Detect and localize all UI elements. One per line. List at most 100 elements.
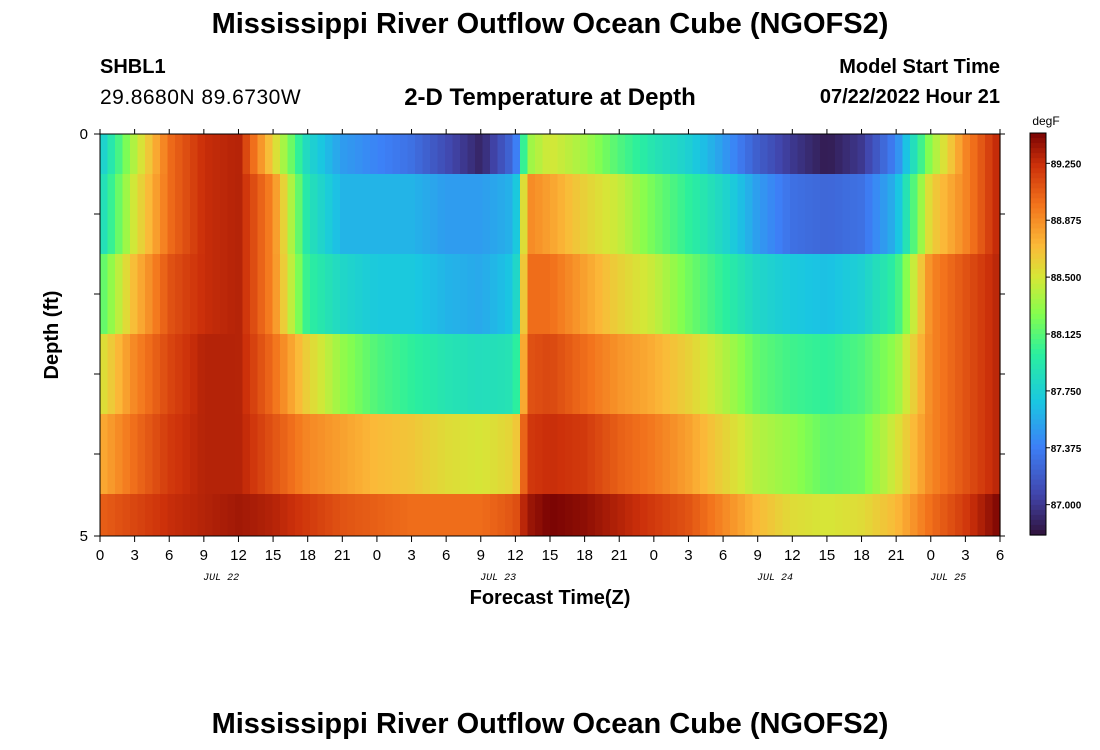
heatmap-cell [685, 414, 694, 494]
colorbar-segment [1030, 198, 1046, 204]
heatmap-cell [467, 134, 476, 174]
heatmap-cell [400, 254, 409, 334]
heatmap-cell [535, 254, 544, 334]
heatmap-cell [482, 254, 491, 334]
colorbar-segment [1030, 344, 1046, 350]
heatmap-cell [895, 334, 904, 414]
heatmap-cell [220, 494, 229, 536]
colorbar-segment [1030, 519, 1046, 526]
heatmap-cell [242, 134, 251, 174]
heatmap-cell [115, 414, 124, 494]
heatmap-cell [857, 494, 866, 536]
heatmap-cell [197, 254, 206, 334]
heatmap-cell [880, 254, 889, 334]
heatmap-cell [520, 414, 529, 494]
heatmap-cell [835, 494, 844, 536]
heatmap-cell [782, 494, 791, 536]
heatmap-cell [145, 134, 154, 174]
heatmap-cell [602, 334, 611, 414]
heatmap-cell [467, 494, 476, 536]
heatmap-cell [542, 134, 551, 174]
heatmap-cell [475, 414, 484, 494]
heatmap-cell [557, 254, 566, 334]
heatmap-cell [527, 494, 536, 536]
x-axis: 0 3 6 9 12 15 18 21 0 3 6 9 12 15 18 21 0 3 6 9 12 15 18 21 0 3 6 J… [96, 129, 1004, 609]
colorbar-segment [1030, 153, 1046, 159]
heatmap-cell [565, 494, 574, 536]
heatmap-cell [572, 174, 581, 254]
heatmap-cell [542, 174, 551, 254]
heatmap-cell [550, 174, 559, 254]
heatmap-cell [490, 334, 499, 414]
heatmap-cell [932, 254, 941, 334]
heatmap-cell [212, 174, 221, 254]
heatmap-cell [827, 254, 836, 334]
heatmap-cell [805, 254, 814, 334]
heatmap-cell [715, 174, 724, 254]
heatmap-cell [130, 174, 139, 254]
colorbar-segment [1030, 479, 1046, 486]
heatmap-cell [497, 134, 506, 174]
heatmap-cell [940, 414, 949, 494]
heatmap-cell [407, 494, 416, 536]
x-tick-label: 18 [853, 547, 870, 564]
heatmap-cell [145, 494, 154, 536]
heatmap-cell [317, 334, 326, 414]
heatmap-cell [175, 134, 184, 174]
x-tick-label: 3 [407, 547, 415, 564]
heatmap-cell [632, 254, 641, 334]
heatmap-cell [595, 334, 604, 414]
heatmap-cell [962, 334, 971, 414]
heatmap-cell [535, 414, 544, 494]
heatmap-cell [557, 174, 566, 254]
colorbar-tick-label: 87.750 [1051, 387, 1082, 398]
heatmap-cell [317, 174, 326, 254]
heatmap-cell [475, 174, 484, 254]
heatmap-cell [925, 494, 934, 536]
x-tick-label: 21 [888, 547, 905, 564]
colorbar-segment [1030, 334, 1046, 340]
heatmap-cell [190, 254, 199, 334]
heatmap-cell [610, 134, 619, 174]
heatmap-cell [730, 494, 739, 536]
heatmap-cell [512, 254, 521, 334]
heatmap-cell [550, 414, 559, 494]
heatmap-cell [347, 334, 356, 414]
heatmap-cell [572, 494, 581, 536]
heatmap-cell [490, 494, 499, 536]
heatmap-cell [632, 174, 641, 254]
heatmap-cell [827, 134, 836, 174]
heatmap-cell [145, 174, 154, 254]
heatmap-cell [835, 134, 844, 174]
heatmap-cell [647, 414, 656, 494]
heatmap-cell [272, 334, 281, 414]
heatmap-cell [107, 414, 116, 494]
heatmap-cell [700, 254, 709, 334]
heatmap-cell [820, 494, 829, 536]
heatmap-cell [415, 174, 424, 254]
heatmap-cell [287, 334, 296, 414]
heatmap-cell [700, 134, 709, 174]
heatmap-cell [992, 414, 1001, 494]
heatmap-cell [340, 494, 349, 536]
heatmap-cell [497, 494, 506, 536]
heatmap-cell [955, 334, 964, 414]
heatmap-cell [385, 174, 394, 254]
heatmap-cell [287, 174, 296, 254]
colorbar-segment [1030, 178, 1046, 184]
x-tick-label: 0 [96, 547, 104, 564]
heatmap-cell [445, 254, 454, 334]
heatmap-cell [467, 254, 476, 334]
heatmap-cell [737, 334, 746, 414]
heatmap-cell [662, 174, 671, 254]
date-label: JUL 22 [203, 573, 239, 584]
heatmap-cell [992, 134, 1001, 174]
heatmap-cell [205, 254, 214, 334]
heatmap-cell [617, 254, 626, 334]
heatmap-cell [347, 134, 356, 174]
heatmap-cell [415, 494, 424, 536]
heatmap-cell [452, 494, 461, 536]
colorbar-segment [1030, 223, 1046, 230]
heatmap-cell [512, 494, 521, 536]
heatmap-cell [310, 414, 319, 494]
